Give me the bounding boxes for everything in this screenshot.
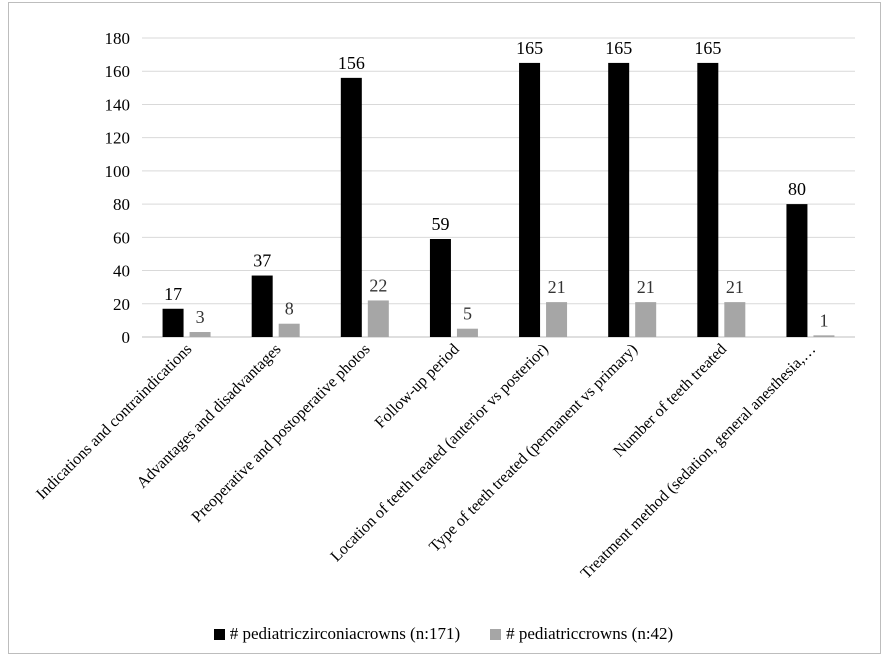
y-tick-label: 160 (105, 62, 131, 81)
bar-series-2 (813, 335, 835, 337)
y-tick-label: 140 (105, 95, 131, 114)
data-label-series-1: 165 (605, 38, 632, 58)
bar-series-1 (519, 62, 541, 338)
bar-series-2 (278, 323, 300, 337)
y-tick-label: 0 (122, 328, 131, 347)
data-label-series-2: 22 (369, 275, 387, 295)
data-label-series-1: 17 (164, 284, 182, 304)
data-label-series-2: 8 (285, 299, 294, 319)
data-label-series-1: 165 (694, 38, 721, 58)
legend: # pediatriczirconiacrowns (n:171) # pedi… (0, 624, 887, 644)
legend-label-series-2: # pediatriccrowns (n:42) (506, 624, 674, 643)
legend-item-series-2: # pediatriccrowns (n:42) (490, 624, 673, 644)
bar-series-2 (546, 302, 568, 337)
y-tick-label: 20 (113, 295, 130, 314)
bar-series-2 (724, 302, 746, 337)
legend-swatch-series-2 (490, 628, 502, 640)
legend-item-series-1: # pediatriczirconiacrowns (n:171) (213, 624, 461, 644)
y-tick-label: 100 (105, 162, 131, 181)
bar-series-2 (456, 328, 478, 337)
bar-series-1 (162, 308, 184, 337)
y-tick-label: 80 (113, 195, 130, 214)
y-tick-label: 60 (113, 228, 130, 247)
bar-series-1 (251, 275, 273, 337)
data-label-series-2: 1 (819, 310, 828, 330)
data-label-series-1: 156 (338, 53, 365, 73)
bar-series-2 (367, 300, 389, 337)
x-category-label: Preoperative and postoperative photos (189, 341, 374, 526)
data-label-series-1: 165 (516, 38, 543, 58)
data-label-series-2: 21 (726, 277, 744, 297)
data-label-series-2: 3 (196, 307, 205, 327)
data-label-series-1: 59 (431, 214, 449, 234)
x-category-label: Indications and contraindications (33, 341, 195, 503)
x-category-label: Type of teeth treated (permanent vs prim… (426, 341, 641, 556)
y-tick-label: 180 (105, 29, 131, 48)
bar-series-2 (635, 302, 657, 337)
bar-series-1 (429, 238, 451, 337)
data-label-series-1: 37 (253, 251, 271, 271)
bar-series-1 (608, 62, 630, 338)
bar-series-2 (189, 332, 211, 337)
legend-swatch-series-1 (213, 628, 225, 640)
x-category-label: Follow-up period (372, 341, 463, 432)
bar-series-1 (786, 204, 808, 337)
data-label-series-2: 5 (463, 304, 472, 324)
y-tick-label: 40 (113, 262, 130, 281)
legend-label-series-1: # pediatriczirconiacrowns (n:171) (229, 624, 461, 643)
data-label-series-1: 80 (788, 179, 806, 199)
y-tick-label: 120 (105, 129, 131, 148)
bar-series-1 (697, 62, 719, 338)
x-category-label: Advantages and disadvantages (134, 341, 285, 492)
data-label-series-2: 21 (548, 277, 566, 297)
bar-series-1 (340, 77, 362, 337)
data-label-series-2: 21 (637, 277, 655, 297)
